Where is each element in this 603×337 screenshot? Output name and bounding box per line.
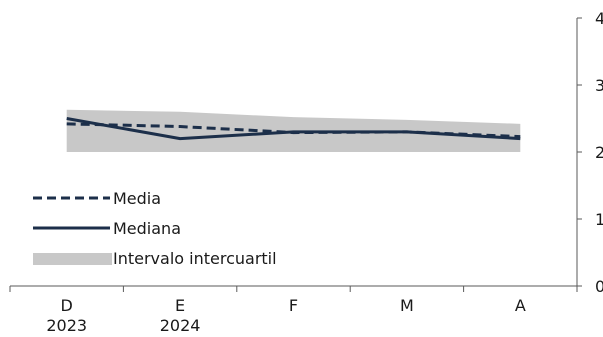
y-tick-label: 0 bbox=[595, 277, 603, 296]
x-tick-label: 2023 bbox=[46, 316, 87, 335]
series-layer bbox=[66, 117, 521, 141]
x-tick-label: 2024 bbox=[160, 316, 201, 335]
legend-label-mediana: Mediana bbox=[113, 219, 181, 238]
legend-swatch-iqr bbox=[33, 253, 112, 265]
legend-label-media: Media bbox=[113, 189, 161, 208]
series-line-mediana bbox=[66, 117, 521, 141]
y-tick-label: 2 bbox=[595, 143, 603, 162]
x-tick-label: F bbox=[289, 296, 298, 315]
y-tick-label: 1 bbox=[595, 210, 603, 229]
x-tick-label: M bbox=[400, 296, 414, 315]
legend-label-iqr: Intervalo intercuartil bbox=[113, 249, 277, 268]
y-tick-label: 3 bbox=[595, 76, 603, 95]
y-tick-label: 4 bbox=[595, 9, 603, 28]
x-tick-label: E bbox=[175, 296, 185, 315]
x-tick-label: A bbox=[515, 296, 526, 315]
x-tick-label: D bbox=[61, 296, 73, 315]
legend: Media Mediana Intervalo intercuartil bbox=[33, 189, 277, 268]
